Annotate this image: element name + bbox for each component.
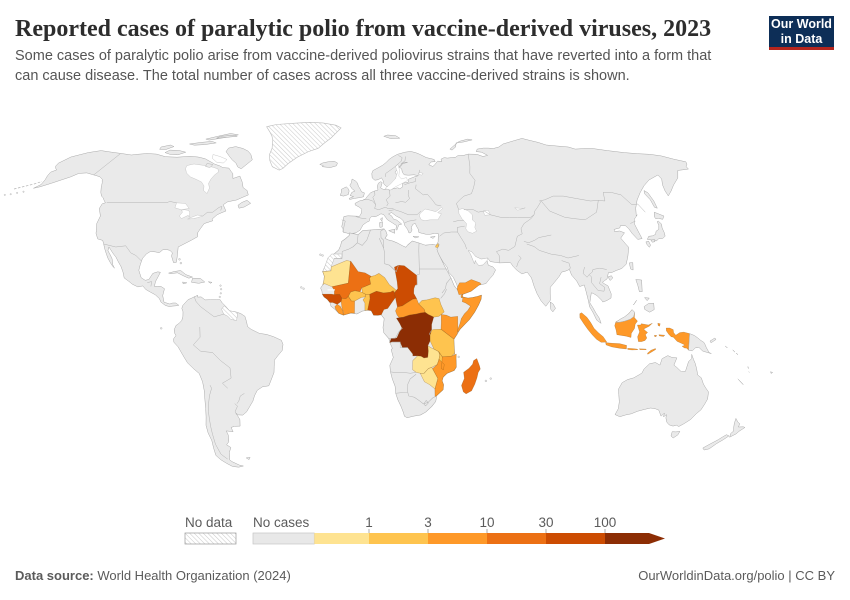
svg-text:3: 3	[424, 515, 432, 530]
svg-text:No cases: No cases	[253, 515, 310, 530]
svg-text:30: 30	[538, 515, 553, 530]
svg-text:1: 1	[365, 515, 373, 530]
svg-text:100: 100	[594, 515, 617, 530]
svg-text:10: 10	[479, 515, 494, 530]
svg-text:No data: No data	[185, 515, 233, 530]
